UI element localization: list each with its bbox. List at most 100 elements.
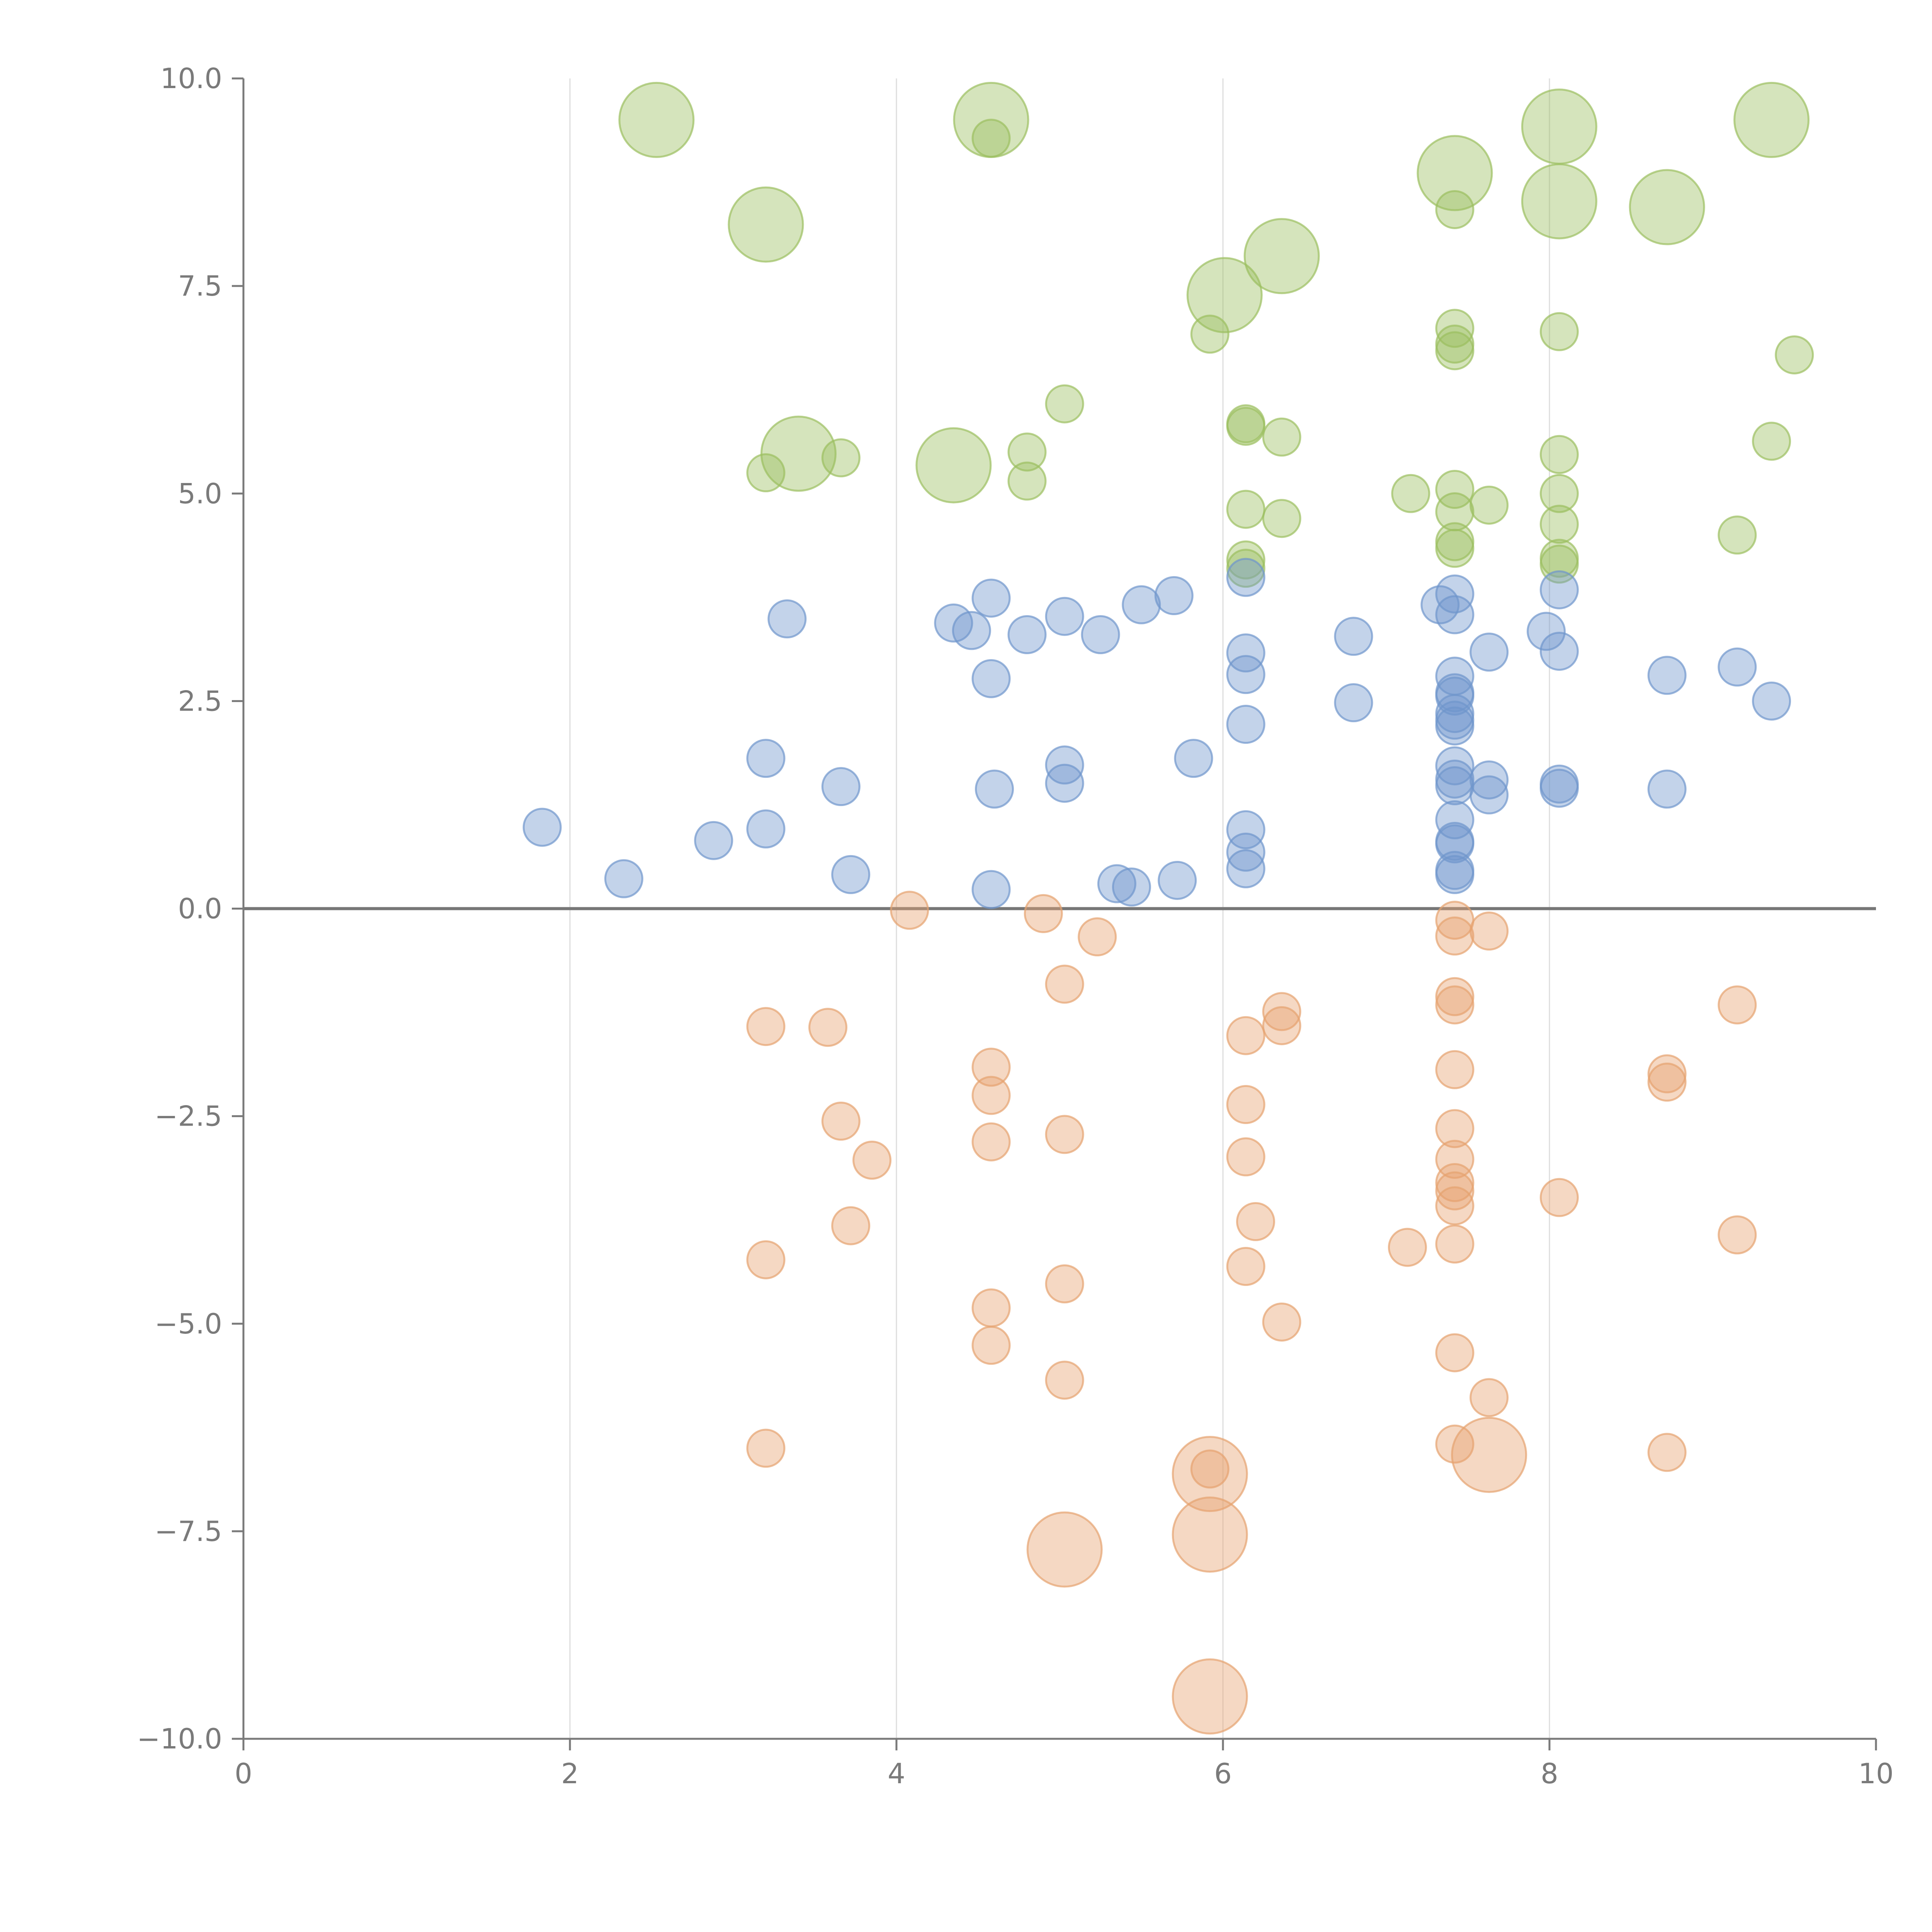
bubble-mid [1469,633,1509,672]
bubble-low [1647,1054,1687,1094]
bubble-high [1226,406,1265,446]
bubble-low [1435,1186,1475,1226]
bubble-low [1226,1247,1265,1286]
bubble-high [1435,470,1475,509]
bubble-high [760,415,837,492]
bubble-low [1045,964,1084,1004]
bubble-mid [975,769,1014,809]
bubble-mid [746,739,786,778]
bubble-high [1521,88,1597,165]
bubble-high [1469,485,1509,525]
bubble-high [1007,432,1047,472]
x-tick-label: 6 [1214,1757,1232,1790]
bubble-mid [1435,746,1475,786]
bubble-mid [1122,585,1161,624]
bubble-mid [1647,769,1687,809]
bubble-mid [1435,800,1475,840]
bubble-low [1469,1378,1509,1417]
bubble-low [1718,1215,1757,1255]
bubble-high [1435,331,1475,371]
bubble-high [1435,190,1475,229]
bubble-low [1435,1163,1475,1202]
x-tick-label: 2 [561,1757,579,1790]
bubble-mid [1435,574,1475,614]
bubble-high [1539,474,1579,513]
bubble-low [1172,1658,1248,1735]
bubble-low [746,1429,786,1468]
bubble-mid [1081,615,1120,654]
x-tick-label: 8 [1541,1757,1558,1790]
bubble-low [1172,1436,1248,1512]
bubble-mid [522,808,562,847]
bubble-mid [1112,867,1151,907]
y-tick-label: 5.0 [178,477,222,510]
bubble-low [1435,1050,1475,1089]
x-tick-label: 4 [888,1757,905,1790]
bubble-high [1226,549,1265,588]
y-tick-label: 7.5 [178,270,222,302]
bubble-high [1435,529,1475,568]
bubble-mid [1045,764,1084,803]
y-tick-label: −10.0 [137,1723,222,1755]
axes [232,77,1877,1750]
bubble-high [821,438,861,478]
bubble-low [1435,1424,1475,1464]
bubble-low [1026,1511,1103,1588]
bubble-high [1262,417,1301,457]
bubble-mid [1226,633,1265,673]
y-tick-label: −7.5 [155,1515,222,1548]
bubble-mid [1226,849,1265,888]
bubble-high [1045,384,1084,423]
bubble-mid [1007,615,1047,654]
bubble-mid [1539,769,1579,808]
bubble-high [1186,257,1263,333]
bubble-low [890,891,929,930]
bubble-mid [971,870,1011,909]
bubble-low [1045,1115,1084,1154]
x-tick-label: 10 [1858,1757,1894,1790]
bubble-mid [821,767,861,806]
y-tick-label: 0.0 [178,893,222,925]
bubble-high [1629,169,1705,245]
bubble-low [1024,894,1063,933]
bubble-low [1435,985,1475,1025]
bubble-low [1045,1264,1084,1304]
bubble-mid [1647,656,1687,695]
bubble-mid [1752,681,1791,721]
bubble-mid [1226,810,1265,849]
bubble-low [1226,1016,1265,1055]
bubble-high [1718,515,1757,555]
bubble-low [746,1240,786,1279]
bubble-mid [1539,570,1579,609]
bubble-low [1262,1302,1301,1342]
bubble-high [1243,218,1320,294]
bubble-low [821,1102,861,1141]
bubble-mid [1174,739,1213,778]
bubble-mid [1226,832,1265,872]
bubble-mid [971,578,1011,618]
bubble-low [1226,1085,1265,1124]
y-tick-label: 2.5 [178,685,222,717]
bubble-low [1647,1063,1687,1102]
bubble-mid [1226,655,1265,694]
bubble-mid [1539,631,1579,671]
bubble-low [1647,1433,1687,1472]
bubble-low [1718,985,1757,1025]
bubble-mid [1718,647,1757,687]
bubble-mid [1097,864,1136,903]
bubble-low [1078,917,1117,957]
bubble-low [1262,1006,1301,1045]
bubble-mid [694,821,733,860]
bubble-mid [1435,855,1475,894]
bubble-mid [1435,706,1475,746]
bubble-high [1007,461,1047,501]
bubble-high [618,82,695,158]
bubble-high [746,453,786,493]
bubble-low [1435,1333,1475,1372]
bubble-high [1521,163,1597,240]
bubble-low [1435,1109,1475,1148]
bubble-mid [1226,705,1265,744]
bubble-low [971,1326,1011,1365]
bubble-low [831,1206,871,1245]
